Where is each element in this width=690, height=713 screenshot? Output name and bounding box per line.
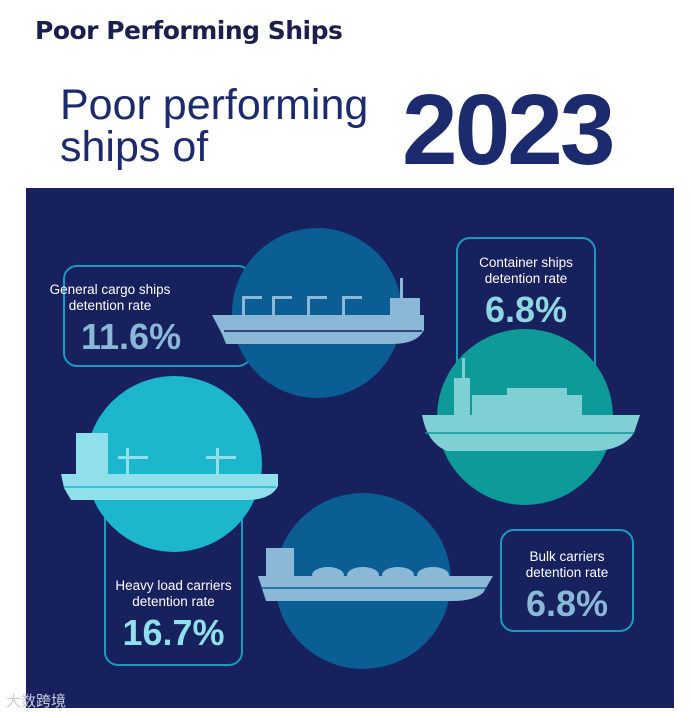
card-value: 11.6% bbox=[81, 316, 182, 357]
watermark: 大数跨境 bbox=[6, 693, 67, 710]
circle-decoration bbox=[86, 376, 262, 552]
card-value: 6.8% bbox=[484, 289, 568, 330]
heading-line1: Poor performing bbox=[60, 81, 369, 129]
card-general-cargo: General cargo ships detention rate 11.6% bbox=[50, 265, 252, 367]
card-container: Container ships detention rate 6.8% bbox=[456, 237, 596, 401]
infographic-heading: Poor performing ships of bbox=[60, 81, 369, 171]
card-value: 16.7% bbox=[122, 612, 225, 653]
card-heavy-load: Heavy load carriers detention rate 16.7% bbox=[104, 488, 243, 666]
card-value: 6.8% bbox=[525, 583, 609, 624]
card-bulk: Bulk carriers detention rate 6.8% bbox=[500, 529, 634, 632]
heading-year: 2023 bbox=[402, 74, 615, 186]
page-title: Poor Performing Ships bbox=[35, 16, 343, 45]
card-label: General cargo ships detention rate bbox=[49, 282, 171, 313]
card-label: Bulk carriers detention rate bbox=[525, 549, 609, 580]
infographic-panel: General cargo ships detention rate 11.6% … bbox=[26, 188, 674, 708]
bulk-carrier-icon bbox=[258, 548, 493, 601]
general-cargo-ship-icon bbox=[212, 278, 424, 344]
heading-line2: ships of bbox=[60, 123, 209, 171]
heavy-load-carrier-icon bbox=[61, 433, 278, 500]
card-label: Heavy load carriers detention rate bbox=[115, 578, 232, 609]
card-label: Container ships detention rate bbox=[479, 255, 573, 286]
container-ship-icon bbox=[422, 358, 640, 451]
circle-decoration bbox=[232, 228, 402, 398]
